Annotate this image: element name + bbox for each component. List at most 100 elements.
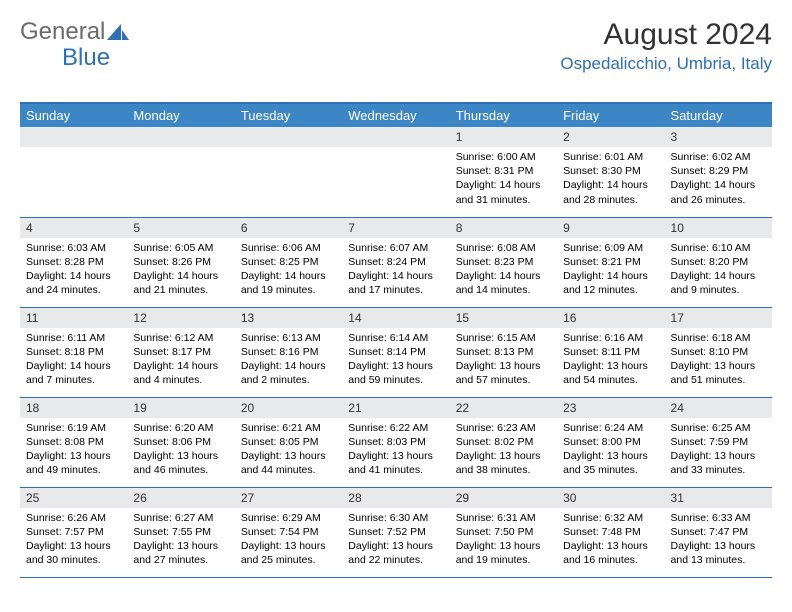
day-data: Sunrise: 6:31 AMSunset: 7:50 PMDaylight:… xyxy=(450,508,557,572)
day-data: Sunrise: 6:00 AMSunset: 8:31 PMDaylight:… xyxy=(450,147,557,211)
day-number: 25 xyxy=(20,488,127,508)
daylight-text: Daylight: 14 hours and 24 minutes. xyxy=(26,269,121,297)
daylight-text: Daylight: 14 hours and 31 minutes. xyxy=(456,178,551,206)
logo: General xyxy=(20,18,129,46)
day-cell: 8Sunrise: 6:08 AMSunset: 8:23 PMDaylight… xyxy=(450,217,557,307)
sunset-text: Sunset: 8:03 PM xyxy=(348,435,443,449)
sunrise-text: Sunrise: 6:05 AM xyxy=(133,241,228,255)
day-number: 29 xyxy=(450,488,557,508)
sunset-text: Sunset: 7:59 PM xyxy=(671,435,766,449)
weekday-header: Saturday xyxy=(665,103,772,127)
day-data: Sunrise: 6:03 AMSunset: 8:28 PMDaylight:… xyxy=(20,238,127,302)
sunset-text: Sunset: 7:52 PM xyxy=(348,525,443,539)
daylight-text: Daylight: 13 hours and 51 minutes. xyxy=(671,359,766,387)
day-data: Sunrise: 6:15 AMSunset: 8:13 PMDaylight:… xyxy=(450,328,557,392)
sunrise-text: Sunrise: 6:31 AM xyxy=(456,511,551,525)
day-number: 7 xyxy=(342,218,449,238)
day-cell: 19Sunrise: 6:20 AMSunset: 8:06 PMDayligh… xyxy=(127,397,234,487)
day-cell: 22Sunrise: 6:23 AMSunset: 8:02 PMDayligh… xyxy=(450,397,557,487)
weekday-header: Wednesday xyxy=(342,103,449,127)
day-cell xyxy=(235,127,342,217)
day-data xyxy=(20,147,127,197)
week-row: 25Sunrise: 6:26 AMSunset: 7:57 PMDayligh… xyxy=(20,487,772,577)
sunset-text: Sunset: 8:30 PM xyxy=(563,164,658,178)
daylight-text: Daylight: 13 hours and 44 minutes. xyxy=(241,449,336,477)
daylight-text: Daylight: 13 hours and 38 minutes. xyxy=(456,449,551,477)
day-data: Sunrise: 6:11 AMSunset: 8:18 PMDaylight:… xyxy=(20,328,127,392)
day-data: Sunrise: 6:23 AMSunset: 8:02 PMDaylight:… xyxy=(450,418,557,482)
daylight-text: Daylight: 13 hours and 57 minutes. xyxy=(456,359,551,387)
day-data: Sunrise: 6:13 AMSunset: 8:16 PMDaylight:… xyxy=(235,328,342,392)
daylight-text: Daylight: 13 hours and 59 minutes. xyxy=(348,359,443,387)
daylight-text: Daylight: 13 hours and 16 minutes. xyxy=(563,539,658,567)
sunset-text: Sunset: 8:06 PM xyxy=(133,435,228,449)
sunset-text: Sunset: 8:31 PM xyxy=(456,164,551,178)
sunrise-text: Sunrise: 6:21 AM xyxy=(241,421,336,435)
sunset-text: Sunset: 7:50 PM xyxy=(456,525,551,539)
sunrise-text: Sunrise: 6:16 AM xyxy=(563,331,658,345)
daylight-text: Daylight: 13 hours and 33 minutes. xyxy=(671,449,766,477)
day-data: Sunrise: 6:30 AMSunset: 7:52 PMDaylight:… xyxy=(342,508,449,572)
day-number xyxy=(342,127,449,147)
day-cell xyxy=(127,127,234,217)
sunrise-text: Sunrise: 6:18 AM xyxy=(671,331,766,345)
day-number: 10 xyxy=(665,218,772,238)
sunset-text: Sunset: 8:26 PM xyxy=(133,255,228,269)
day-cell xyxy=(20,127,127,217)
sunset-text: Sunset: 8:23 PM xyxy=(456,255,551,269)
day-cell xyxy=(342,127,449,217)
weekday-header-row: Sunday Monday Tuesday Wednesday Thursday… xyxy=(20,103,772,127)
day-data: Sunrise: 6:22 AMSunset: 8:03 PMDaylight:… xyxy=(342,418,449,482)
day-data: Sunrise: 6:06 AMSunset: 8:25 PMDaylight:… xyxy=(235,238,342,302)
sunset-text: Sunset: 7:55 PM xyxy=(133,525,228,539)
day-data: Sunrise: 6:20 AMSunset: 8:06 PMDaylight:… xyxy=(127,418,234,482)
day-data: Sunrise: 6:05 AMSunset: 8:26 PMDaylight:… xyxy=(127,238,234,302)
sunset-text: Sunset: 7:48 PM xyxy=(563,525,658,539)
daylight-text: Daylight: 13 hours and 41 minutes. xyxy=(348,449,443,477)
day-number: 3 xyxy=(665,127,772,147)
sunrise-text: Sunrise: 6:19 AM xyxy=(26,421,121,435)
day-number: 24 xyxy=(665,398,772,418)
sunrise-text: Sunrise: 6:24 AM xyxy=(563,421,658,435)
day-data: Sunrise: 6:18 AMSunset: 8:10 PMDaylight:… xyxy=(665,328,772,392)
sunset-text: Sunset: 8:20 PM xyxy=(671,255,766,269)
day-cell: 5Sunrise: 6:05 AMSunset: 8:26 PMDaylight… xyxy=(127,217,234,307)
sunset-text: Sunset: 8:08 PM xyxy=(26,435,121,449)
day-number: 14 xyxy=(342,308,449,328)
day-number: 30 xyxy=(557,488,664,508)
day-data: Sunrise: 6:25 AMSunset: 7:59 PMDaylight:… xyxy=(665,418,772,482)
logo-blue-text-wrap: Blue xyxy=(20,44,110,72)
daylight-text: Daylight: 14 hours and 2 minutes. xyxy=(241,359,336,387)
sunrise-text: Sunrise: 6:14 AM xyxy=(348,331,443,345)
day-cell: 16Sunrise: 6:16 AMSunset: 8:11 PMDayligh… xyxy=(557,307,664,397)
day-number: 12 xyxy=(127,308,234,328)
weekday-header: Sunday xyxy=(20,103,127,127)
day-cell: 1Sunrise: 6:00 AMSunset: 8:31 PMDaylight… xyxy=(450,127,557,217)
day-data xyxy=(235,147,342,197)
sunset-text: Sunset: 8:11 PM xyxy=(563,345,658,359)
page-header: General August 2024 Ospedalicchio, Umbri… xyxy=(20,18,772,74)
sunrise-text: Sunrise: 6:12 AM xyxy=(133,331,228,345)
daylight-text: Daylight: 13 hours and 13 minutes. xyxy=(671,539,766,567)
day-data: Sunrise: 6:27 AMSunset: 7:55 PMDaylight:… xyxy=(127,508,234,572)
day-number: 22 xyxy=(450,398,557,418)
day-number: 19 xyxy=(127,398,234,418)
sunrise-text: Sunrise: 6:27 AM xyxy=(133,511,228,525)
location-label: Ospedalicchio, Umbria, Italy xyxy=(560,54,772,74)
week-row: 1Sunrise: 6:00 AMSunset: 8:31 PMDaylight… xyxy=(20,127,772,217)
logo-text-blue: Blue xyxy=(62,44,110,71)
daylight-text: Daylight: 13 hours and 35 minutes. xyxy=(563,449,658,477)
calendar-body: 1Sunrise: 6:00 AMSunset: 8:31 PMDaylight… xyxy=(20,127,772,577)
day-data: Sunrise: 6:33 AMSunset: 7:47 PMDaylight:… xyxy=(665,508,772,572)
day-number: 9 xyxy=(557,218,664,238)
daylight-text: Daylight: 14 hours and 14 minutes. xyxy=(456,269,551,297)
day-cell: 11Sunrise: 6:11 AMSunset: 8:18 PMDayligh… xyxy=(20,307,127,397)
day-cell: 28Sunrise: 6:30 AMSunset: 7:52 PMDayligh… xyxy=(342,487,449,577)
sunset-text: Sunset: 7:47 PM xyxy=(671,525,766,539)
day-data: Sunrise: 6:19 AMSunset: 8:08 PMDaylight:… xyxy=(20,418,127,482)
day-number xyxy=(20,127,127,147)
sunrise-text: Sunrise: 6:29 AM xyxy=(241,511,336,525)
sunset-text: Sunset: 8:24 PM xyxy=(348,255,443,269)
daylight-text: Daylight: 13 hours and 30 minutes. xyxy=(26,539,121,567)
day-number: 16 xyxy=(557,308,664,328)
